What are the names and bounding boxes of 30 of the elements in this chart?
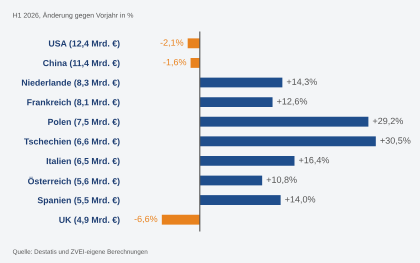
y-tick-label: USA (12,4 Mrd. €) — [48, 40, 120, 48]
bar — [188, 38, 200, 48]
data-label: -2,1% — [160, 39, 184, 47]
y-tick-label: Österreich (5,6 Mrd. €) — [28, 176, 120, 186]
data-label: +12,6% — [277, 98, 308, 106]
data-label: +16,4% — [298, 156, 330, 164]
y-tick-label: UK (4,9 Mrd. €) — [59, 216, 120, 225]
y-tick-label: Polen (7,5 Mrd. €) — [48, 118, 120, 127]
data-label: +30,5% — [380, 137, 410, 145]
bar — [200, 136, 376, 146]
y-tick-label: Frankreich (8,1 Mrd. €) — [27, 98, 120, 108]
data-label: +14,3% — [286, 78, 317, 86]
bar — [200, 176, 262, 186]
data-label: +10,8% — [266, 176, 297, 184]
y-tick-label: Niederlande (8,3 Mrd. €) — [22, 79, 120, 88]
bar — [200, 78, 282, 88]
data-label: -1,6% — [163, 58, 186, 66]
data-label: -6,6% — [134, 216, 158, 224]
bar — [200, 156, 294, 166]
y-tick-label: Spanien (5,5 Mrd. €) — [38, 196, 120, 206]
bar — [200, 97, 273, 108]
y-tick-label: Tschechien (6,6 Mrd. €) — [24, 138, 120, 146]
bar — [162, 214, 200, 225]
bar — [200, 195, 281, 205]
data-label: +29,2% — [372, 118, 403, 126]
y-tick-label: Italien (6,5 Mrd. €) — [46, 158, 120, 166]
bar — [200, 116, 368, 127]
y-tick-label: China (11,4 Mrd. €) — [43, 60, 120, 68]
bar — [190, 58, 200, 68]
data-label: +14,0% — [285, 196, 316, 204]
